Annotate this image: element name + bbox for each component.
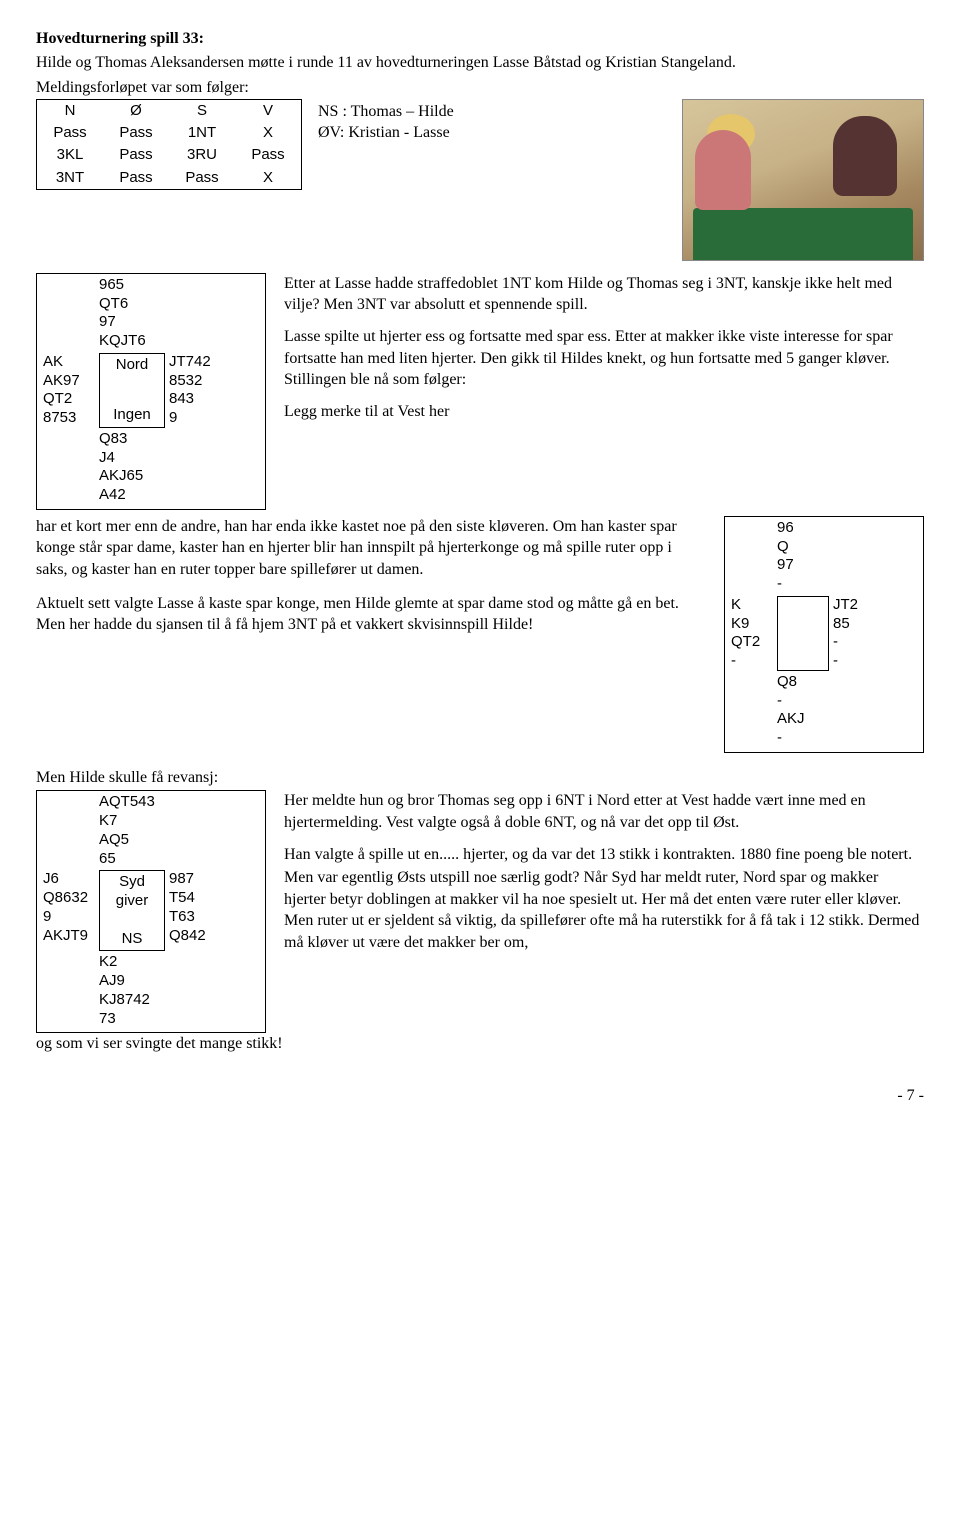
deal-diagram-2: AQT543 K7 AQ5 65 J6 Q8632 9 AKJT9 Syd gi… bbox=[36, 790, 266, 1033]
bid-cell: 3RU bbox=[169, 144, 235, 166]
bid-cell: Pass bbox=[103, 144, 169, 166]
east-suit: 85 bbox=[833, 615, 879, 634]
deal-diagram-1: 965 QT6 97 KQJT6 AK AK97 QT2 8753 Nord I… bbox=[36, 273, 266, 510]
bid-cell: 3KL bbox=[37, 144, 104, 166]
bid-cell: 1NT bbox=[169, 122, 235, 144]
south-suit: Q83 bbox=[99, 430, 259, 449]
center-top: Nord bbox=[102, 356, 162, 375]
north-suit: 65 bbox=[99, 850, 259, 869]
bid-header: Ø bbox=[103, 99, 169, 122]
east-suit: 8532 bbox=[169, 372, 225, 391]
north-suit: 97 bbox=[777, 556, 917, 575]
center-bot: NS bbox=[102, 930, 162, 949]
north-suit: - bbox=[777, 575, 917, 594]
west-suit: K9 bbox=[731, 615, 777, 634]
bridge-players-photo bbox=[682, 99, 924, 261]
east-suit: - bbox=[833, 652, 879, 671]
paragraph: Aktuelt sett valgte Lasse å kaste spar k… bbox=[36, 593, 706, 636]
page-number: - 7 - bbox=[36, 1085, 924, 1107]
east-suit: Q842 bbox=[169, 927, 225, 946]
paragraph: Legg merke til at Vest her bbox=[284, 401, 924, 423]
east-suit: JT742 bbox=[169, 353, 225, 372]
bid-cell: Pass bbox=[169, 167, 235, 190]
south-suit: - bbox=[777, 692, 917, 711]
revansj-line: Men Hilde skulle få revansj: bbox=[36, 767, 924, 789]
west-suit: QT2 bbox=[731, 633, 777, 652]
south-suit: Q8 bbox=[777, 673, 917, 692]
paragraph: Han valgte å spille ut en..... hjerter, … bbox=[284, 844, 924, 866]
north-suit: 965 bbox=[99, 276, 259, 295]
page-title: Hovedturnering spill 33: bbox=[36, 28, 924, 50]
west-suit: J6 bbox=[43, 870, 99, 889]
bid-cell: X bbox=[235, 122, 302, 144]
west-suit: AK bbox=[43, 353, 99, 372]
south-suit: K2 bbox=[99, 953, 259, 972]
bid-header: N bbox=[37, 99, 104, 122]
west-suit: QT2 bbox=[43, 390, 99, 409]
south-suit: - bbox=[777, 729, 917, 748]
ov-pair: ØV: Kristian - Lasse bbox=[318, 122, 454, 144]
east-suit: 843 bbox=[169, 390, 225, 409]
north-suit: 96 bbox=[777, 519, 917, 538]
north-suit: AQ5 bbox=[99, 831, 259, 850]
west-suit: K bbox=[731, 596, 777, 615]
south-suit: A42 bbox=[99, 486, 259, 505]
paragraph: har et kort mer enn de andre, han har en… bbox=[36, 516, 706, 581]
paragraph: Men var egentlig Østs utspill noe særlig… bbox=[284, 867, 924, 953]
west-suit: Q8632 bbox=[43, 889, 99, 908]
paragraph: Etter at Lasse hadde straffedoblet 1NT k… bbox=[284, 273, 924, 316]
west-suit: 9 bbox=[43, 908, 99, 927]
north-suit: K7 bbox=[99, 812, 259, 831]
south-suit: AKJ65 bbox=[99, 467, 259, 486]
east-suit: - bbox=[833, 633, 879, 652]
center-mid: giver bbox=[102, 892, 162, 911]
paragraph: Lasse spilte ut hjerter ess og fortsatte… bbox=[284, 326, 924, 391]
east-suit: T63 bbox=[169, 908, 225, 927]
east-suit: JT2 bbox=[833, 596, 879, 615]
bid-cell: Pass bbox=[235, 144, 302, 166]
south-suit: KJ8742 bbox=[99, 991, 259, 1010]
center-top: Syd bbox=[102, 873, 162, 892]
south-suit: J4 bbox=[99, 449, 259, 468]
west-suit: AKJT9 bbox=[43, 927, 99, 946]
bid-header: S bbox=[169, 99, 235, 122]
pair-info: NS : Thomas – Hilde ØV: Kristian - Lasse bbox=[318, 101, 454, 144]
south-suit: AKJ bbox=[777, 710, 917, 729]
north-suit: 97 bbox=[99, 313, 259, 332]
ns-pair: NS : Thomas – Hilde bbox=[318, 101, 454, 123]
bid-cell: Pass bbox=[103, 167, 169, 190]
end-position-diagram: 96 Q 97 - K K9 QT2 - JT2 85 - - Q8 - AKJ bbox=[724, 516, 924, 753]
north-suit: Q bbox=[777, 538, 917, 557]
bid-cell: Pass bbox=[103, 122, 169, 144]
bid-cell: 3NT bbox=[37, 167, 104, 190]
north-suit: AQT543 bbox=[99, 793, 259, 812]
bidding-table: N Ø S V Pass Pass 1NT X 3KL Pass 3RU Pas… bbox=[36, 99, 302, 190]
bid-header: V bbox=[235, 99, 302, 122]
south-suit: 73 bbox=[99, 1010, 259, 1029]
east-suit: 9 bbox=[169, 409, 225, 428]
west-suit: - bbox=[731, 652, 777, 671]
paragraph: Her meldte hun og bror Thomas seg opp i … bbox=[284, 790, 924, 833]
bid-cell: X bbox=[235, 167, 302, 190]
south-suit: AJ9 bbox=[99, 972, 259, 991]
north-suit: KQJT6 bbox=[99, 332, 259, 351]
west-suit: 8753 bbox=[43, 409, 99, 428]
intro-text: Hilde og Thomas Aleksandersen møtte i ru… bbox=[36, 52, 924, 74]
north-suit: QT6 bbox=[99, 295, 259, 314]
meld-line: Meldingsforløpet var som følger: bbox=[36, 77, 924, 99]
east-suit: 987 bbox=[169, 870, 225, 889]
paragraph: og som vi ser svingte det mange stikk! bbox=[36, 1033, 924, 1055]
center-bot: Ingen bbox=[102, 406, 162, 425]
bid-cell: Pass bbox=[37, 122, 104, 144]
east-suit: T54 bbox=[169, 889, 225, 908]
west-suit: AK97 bbox=[43, 372, 99, 391]
